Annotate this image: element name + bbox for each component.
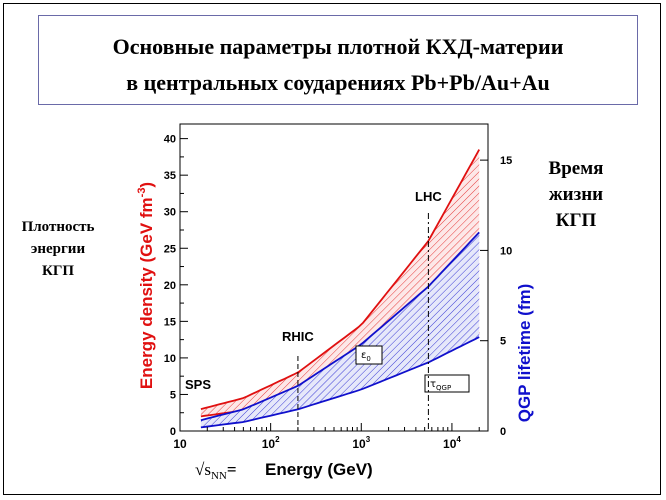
- series-lower-line-1: [200, 336, 480, 429]
- right-label-line-2: жизни: [548, 184, 604, 205]
- right-tick-label-3: 15: [500, 155, 512, 167]
- annotation-sps: SPS: [185, 377, 211, 392]
- annotation-rhic: RHIC: [282, 329, 314, 344]
- series-label-box-0: [355, 345, 383, 365]
- series-upper-line-1: [200, 231, 480, 422]
- left-label-line-1: Плотность: [21, 219, 95, 235]
- title-line-2: в центральных соударениях Pb+Pb/Au+Au: [126, 70, 550, 95]
- title-box: Основные параметры плотной КХД-материи в…: [38, 15, 638, 105]
- x-tick-label-0: 10: [173, 437, 187, 451]
- x-tick-label-3: 104: [443, 435, 461, 451]
- left-label-line-3: КГП: [41, 263, 75, 279]
- right-side-label: Время жизни КГП: [530, 156, 622, 234]
- right-tick-label-2: 10: [500, 245, 512, 257]
- left-tick-label-4: 20: [164, 280, 176, 292]
- left-tick-label-7: 35: [164, 170, 176, 182]
- series-label-box-1: [424, 374, 470, 393]
- left-tick-label-3: 15: [164, 316, 176, 328]
- title-line-1: Основные параметры плотной КХД-материи: [112, 34, 564, 59]
- left-tick-label-1: 5: [170, 389, 176, 401]
- left-tick-label-0: 0: [170, 426, 176, 438]
- series-label-0: ε0: [361, 350, 371, 363]
- left-axis-label: Energy density (GeV fm-3): [136, 182, 156, 389]
- series-upper-line-0: [200, 149, 480, 410]
- left-label-line-2: энергии: [30, 241, 86, 257]
- right-label-line-1: Время: [548, 158, 604, 179]
- left-tick-label-8: 40: [164, 134, 176, 146]
- x-tick-label-2: 103: [352, 435, 370, 451]
- right-label-line-3: КГП: [555, 210, 597, 231]
- x-axis-label: Energy (GeV): [265, 460, 373, 479]
- right-axis-label: QGP lifetime (fm): [515, 284, 534, 423]
- left-side-label: Плотность энергии КГП: [14, 216, 102, 282]
- right-tick-label-1: 5: [500, 336, 506, 348]
- x-axis-label-sqrt: √sNN=: [195, 460, 237, 482]
- series-band-1: [200, 232, 480, 428]
- right-tick-label-0: 0: [500, 426, 506, 438]
- left-tick-label-2: 10: [164, 353, 176, 365]
- x-tick-label-1: 102: [262, 435, 280, 451]
- left-tick-label-6: 30: [164, 207, 176, 219]
- left-tick-label-5: 25: [164, 243, 176, 255]
- annotation-lhc: LHC: [415, 189, 442, 204]
- slide-frame: [3, 3, 661, 495]
